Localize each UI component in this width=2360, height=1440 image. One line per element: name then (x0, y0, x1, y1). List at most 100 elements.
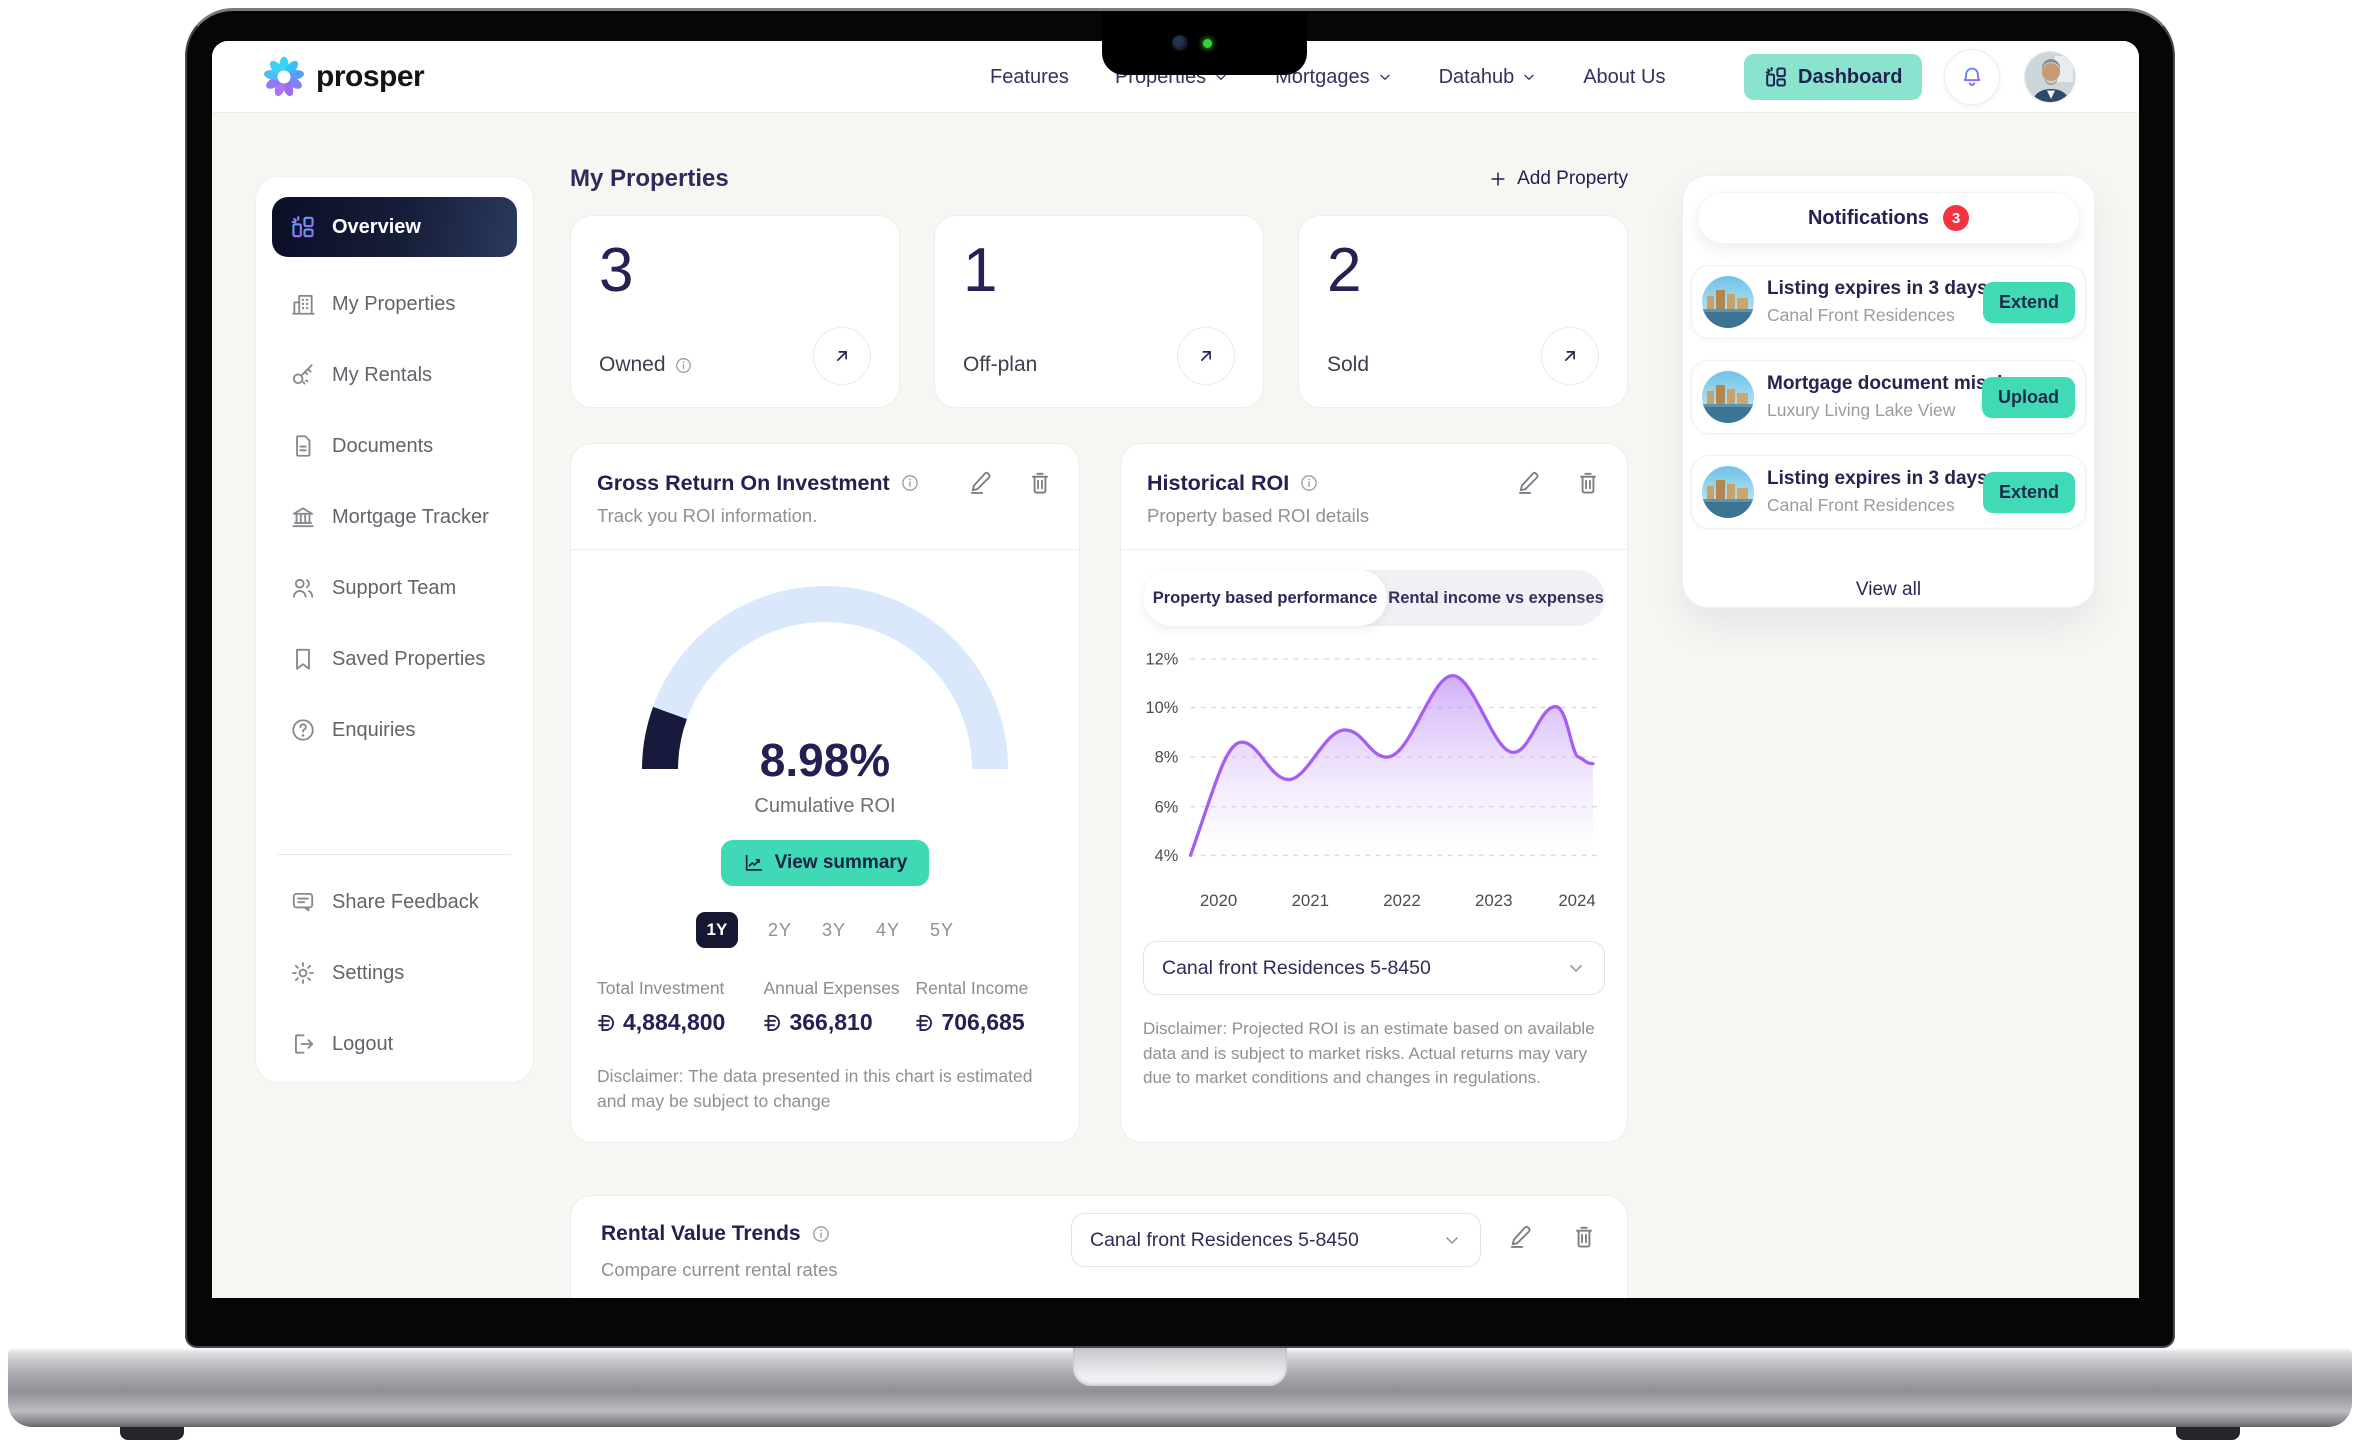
edit-pencil-icon[interactable] (1507, 1224, 1533, 1250)
main-content: My Properties Add Property 3 (570, 161, 1628, 1298)
screen-content: prosper Features Properties Mortgages (212, 41, 2139, 1298)
nav-label: About Us (1583, 65, 1666, 88)
delete-trash-icon[interactable] (1027, 470, 1053, 496)
stat-label: Off-plan (963, 353, 1038, 376)
camera-led-icon (1203, 39, 1212, 48)
add-property-label: Add Property (1517, 168, 1628, 189)
gross-roi-disclaimer: Disclaimer: The data presented in this c… (597, 1066, 1033, 1112)
upload-button[interactable]: Upload (1982, 376, 2075, 418)
extend-button[interactable]: Extend (1982, 471, 2075, 513)
delete-trash-icon[interactable] (1575, 470, 1601, 496)
info-icon[interactable] (674, 356, 693, 375)
laptop-lid-notch (1073, 1348, 1287, 1386)
metric-annual-expenses: Annual Expenses 366,810 (763, 978, 915, 1036)
nav-about-us[interactable]: About Us (1583, 66, 1665, 89)
view-summary-label: View summary (774, 852, 908, 873)
card-title: Gross Return On Investment (597, 470, 890, 495)
feedback-icon (290, 889, 316, 915)
dashboard-grid-icon (290, 214, 316, 240)
metric-value: 706,685 (941, 1009, 1025, 1035)
period-1y[interactable]: 1Y (695, 912, 738, 948)
sidebar-item-enquiries[interactable]: Enquiries (272, 706, 517, 754)
webcam-icon (1172, 35, 1188, 51)
card-title: Rental Value Trends (601, 1222, 801, 1245)
extend-button[interactable]: Extend (1982, 281, 2075, 323)
stat-expand-button[interactable] (1541, 327, 1599, 385)
historical-roi-area-chart: 12% 10% 8% 6% 4% 2020 2021 (1139, 640, 1609, 921)
sidebar-item-label: Enquiries (332, 718, 416, 741)
laptop-foot (2176, 1427, 2240, 1440)
laptop-foot (120, 1427, 184, 1440)
card-subtitle: Track you ROI information. (597, 505, 818, 526)
period-4y[interactable]: 4Y (876, 919, 901, 940)
dashboard-button[interactable]: Dashboard (1744, 54, 1923, 100)
metric-value: 366,810 (789, 1009, 873, 1035)
tab-rental-income-vs-expenses[interactable]: Rental income vs expenses (1388, 588, 1604, 607)
nav-mortgages[interactable]: Mortgages (1275, 66, 1393, 89)
bookmark-icon (290, 646, 316, 672)
sidebar-item-overview[interactable]: Overview (272, 197, 517, 257)
notifications-panel: Notifications 3 Listing expires in 3 day… (1682, 175, 2095, 608)
sidebar-item-label: Settings (332, 961, 405, 984)
x-tick: 2022 (1383, 891, 1420, 910)
gear-icon (290, 960, 316, 986)
y-tick: 6% (1155, 798, 1179, 816)
sidebar-item-mortgage-tracker[interactable]: Mortgage Tracker (272, 493, 517, 541)
tab-property-based-performance[interactable]: Property based performance (1143, 570, 1388, 626)
notification-title: Listing expires in 3 days (1767, 278, 1988, 299)
arrow-up-right-icon (831, 345, 853, 367)
stat-value: 1 (963, 236, 998, 305)
metric-label: Annual Expenses (763, 978, 900, 998)
sidebar-item-share-feedback[interactable]: Share Feedback (272, 878, 517, 926)
nav-datahub[interactable]: Datahub (1439, 66, 1538, 89)
laptop-base (8, 1348, 2352, 1440)
rental-value-trends-card: Rental Value Trends Compare current rent… (570, 1195, 1628, 1298)
chevron-down-icon (1377, 69, 1393, 85)
info-icon[interactable] (900, 473, 920, 493)
period-selector: 1Y 2Y 3Y 4Y 5Y (571, 912, 1079, 948)
stat-value: 3 (599, 236, 634, 305)
nav-label: Features (990, 65, 1069, 88)
period-3y[interactable]: 3Y (821, 919, 846, 940)
view-all-link[interactable]: View all (1855, 579, 1922, 600)
metric-total-investment: Total Investment 4,884,800 (597, 978, 763, 1036)
y-tick: 8% (1155, 749, 1179, 767)
stat-expand-button[interactable] (813, 327, 871, 385)
chevron-down-icon (1566, 958, 1586, 978)
property-select-dropdown[interactable]: Canal front Residences 5-8450 (1143, 941, 1605, 995)
period-5y[interactable]: 5Y (930, 919, 955, 940)
stat-value: 2 (1327, 236, 1362, 305)
user-avatar[interactable] (2024, 51, 2076, 103)
sidebar-item-my-rentals[interactable]: My Rentals (272, 351, 517, 399)
x-tick: 2024 (1558, 891, 1595, 910)
stat-expand-button[interactable] (1177, 327, 1235, 385)
delete-trash-icon[interactable] (1571, 1224, 1597, 1250)
roi-gauge-chart: 8.98% Cumulative ROI (571, 574, 1079, 826)
sidebar-item-settings[interactable]: Settings (272, 949, 517, 997)
property-thumbnail (1702, 371, 1754, 423)
sidebar-item-my-properties[interactable]: My Properties (272, 280, 517, 328)
sidebar-item-logout[interactable]: Logout (272, 1020, 517, 1068)
info-icon[interactable] (811, 1224, 831, 1244)
brand-logo[interactable]: prosper (262, 41, 425, 113)
add-property-button[interactable]: Add Property (1488, 168, 1628, 190)
view-summary-button[interactable]: View summary (720, 840, 930, 886)
chevron-down-icon (1442, 1230, 1462, 1250)
dashboard-body: Overview My Properties (212, 113, 2139, 1298)
nav-features[interactable]: Features (990, 66, 1069, 89)
notifications-title: Notifications (1807, 206, 1930, 229)
sidebar-item-saved-properties[interactable]: Saved Properties (272, 635, 517, 683)
stat-card-sold: 2 Sold (1298, 215, 1628, 408)
x-tick: 2023 (1475, 891, 1512, 910)
sidebar-item-support-team[interactable]: Support Team (272, 564, 517, 612)
info-icon[interactable] (1299, 473, 1319, 493)
sidebar-item-documents[interactable]: Documents (272, 422, 517, 470)
y-tick: 10% (1146, 699, 1179, 717)
period-2y[interactable]: 2Y (767, 919, 792, 940)
notifications-bell-button[interactable] (1944, 49, 2000, 105)
rental-property-select-dropdown[interactable]: Canal front Residences 5-8450 (1071, 1213, 1481, 1267)
stat-card-off-plan: 1 Off-plan (934, 215, 1264, 408)
edit-pencil-icon[interactable] (967, 470, 993, 496)
edit-pencil-icon[interactable] (1515, 470, 1541, 496)
